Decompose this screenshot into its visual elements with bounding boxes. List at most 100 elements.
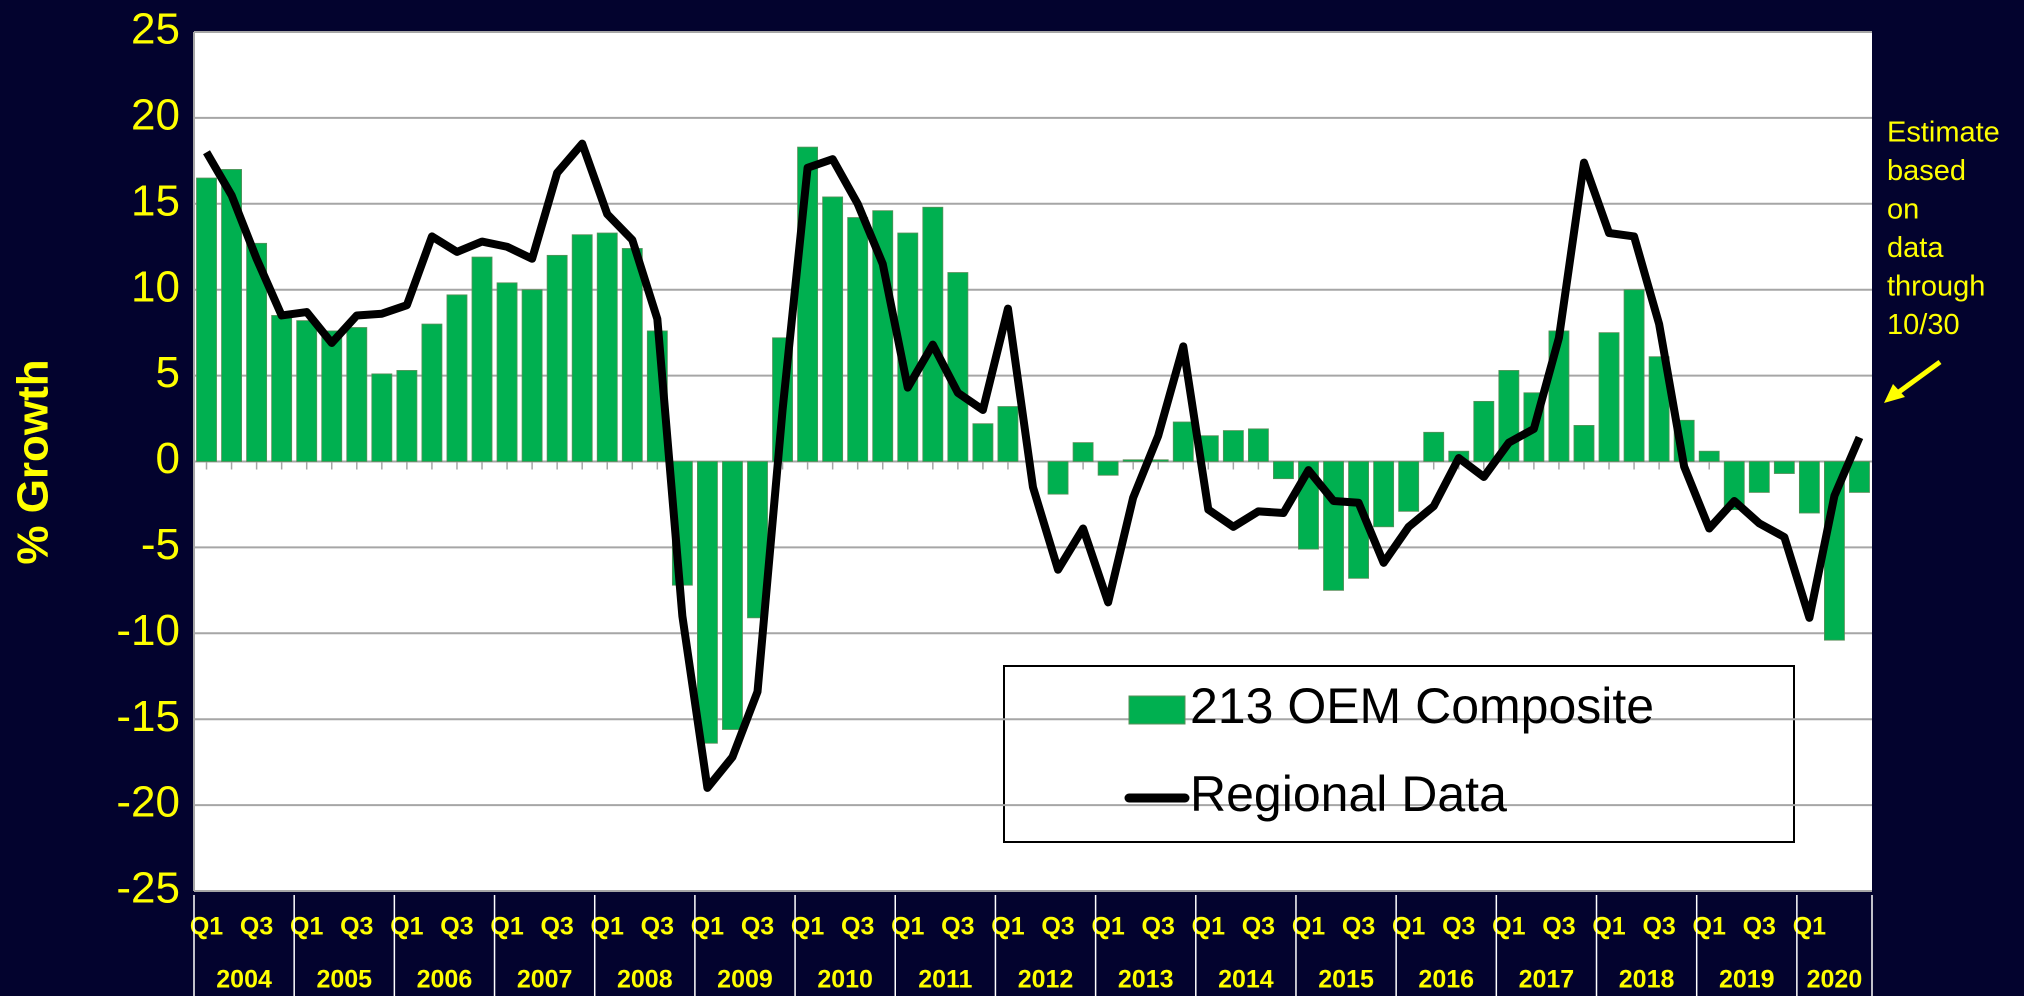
- y-tick-label: 0: [156, 434, 180, 483]
- bar: [722, 461, 743, 730]
- annotation-arrow: [1890, 359, 1942, 400]
- legend-label: Regional Data: [1190, 766, 1507, 822]
- x-tick-label: Q1: [1592, 913, 1625, 941]
- bar: [546, 254, 568, 462]
- y-tick-label: -20: [116, 778, 180, 827]
- year-label: 2019: [1719, 966, 1775, 994]
- y-tick-label: 25: [131, 5, 180, 54]
- x-tick-label: Q1: [1192, 913, 1225, 941]
- bar: [1849, 461, 1870, 493]
- year-label: 2008: [617, 966, 673, 994]
- y-tick-label: 5: [156, 348, 180, 397]
- x-tick-label: Q3: [741, 913, 774, 941]
- year-label: 2014: [1218, 966, 1274, 994]
- year-label: 2005: [316, 966, 372, 994]
- bar: [1273, 461, 1294, 480]
- x-tick-label: Q1: [1292, 913, 1325, 941]
- x-tick-label: Q1: [991, 913, 1024, 941]
- x-tick-label: Q3: [1242, 913, 1275, 941]
- y-tick-label: 15: [131, 176, 180, 225]
- x-tick-label: Q1: [290, 913, 323, 941]
- bar: [1222, 430, 1244, 462]
- bar: [1748, 461, 1770, 493]
- annotation: data: [1887, 232, 1944, 264]
- x-tick-label: Q3: [1642, 913, 1675, 941]
- x-tick-label: Q3: [240, 913, 273, 941]
- y-tick-label: -5: [141, 520, 180, 569]
- y-tick-label: 10: [131, 262, 180, 311]
- year-label: 2011: [918, 966, 972, 994]
- bar: [446, 294, 468, 462]
- y-tick-label: -25: [116, 864, 180, 913]
- bar: [1097, 461, 1119, 476]
- legend-swatch: [1128, 695, 1186, 725]
- bar: [521, 289, 543, 462]
- x-tick-label: Q3: [1342, 913, 1375, 941]
- annotation: through: [1887, 271, 1985, 303]
- x-tick-label: Q3: [540, 913, 573, 941]
- x-tick-label: Q1: [390, 913, 423, 941]
- bar: [1698, 450, 1720, 462]
- bar: [997, 406, 1019, 462]
- y-tick-label: 20: [131, 91, 180, 140]
- x-tick-label: Q1: [1492, 913, 1525, 941]
- bar: [1398, 461, 1420, 512]
- year-label: 2013: [1118, 966, 1174, 994]
- bar: [1773, 461, 1795, 474]
- x-tick-label: Q1: [691, 913, 724, 941]
- y-tick-label: -15: [116, 692, 180, 741]
- year-label: 2010: [817, 966, 873, 994]
- x-tick-label: Q1: [490, 913, 523, 941]
- bar: [471, 256, 493, 462]
- bar: [1122, 459, 1144, 462]
- bar: [1047, 461, 1069, 495]
- annotation: 10/30: [1887, 309, 1960, 341]
- year-label: 2020: [1807, 966, 1863, 994]
- bar: [1623, 289, 1645, 462]
- bar: [421, 323, 443, 462]
- x-tick-label: Q3: [641, 913, 674, 941]
- x-tick-label: Q3: [1743, 913, 1776, 941]
- year-label: 2018: [1619, 966, 1675, 994]
- bar: [371, 373, 393, 462]
- legend-label: 213 OEM Composite: [1190, 678, 1654, 734]
- year-label: 2015: [1318, 966, 1374, 994]
- year-label: 2016: [1418, 966, 1474, 994]
- line: [203, 139, 1864, 792]
- bar: [822, 196, 844, 462]
- x-tick-label: Q3: [1142, 913, 1175, 941]
- x-tick-label: Q1: [190, 913, 223, 941]
- year-label: 2009: [717, 966, 773, 994]
- bar: [1172, 421, 1194, 462]
- bar: [972, 423, 994, 462]
- bar: [697, 461, 718, 744]
- year-label: 2006: [417, 966, 473, 994]
- bar: [296, 320, 318, 462]
- x-tick-label: Q1: [1091, 913, 1124, 941]
- bar: [947, 272, 969, 462]
- bar: [1072, 442, 1094, 462]
- x-tick-label: Q3: [841, 913, 874, 941]
- x-tick-label: Q1: [1793, 913, 1826, 941]
- x-tick-label: Q1: [1693, 913, 1726, 941]
- annotation: Estimate: [1887, 117, 2000, 149]
- bar: [1648, 356, 1670, 462]
- x-tick-label: Q3: [1442, 913, 1475, 941]
- year-label: 2012: [1018, 966, 1074, 994]
- bar: [196, 177, 217, 462]
- annotation-arrowhead: [1884, 384, 1905, 403]
- x-tick-label: Q1: [891, 913, 924, 941]
- bar: [1423, 431, 1445, 462]
- bar: [1573, 425, 1595, 462]
- x-tick-label: Q1: [791, 913, 824, 941]
- x-tick-label: Q3: [1542, 913, 1575, 941]
- bar: [321, 330, 343, 462]
- year-label: 2017: [1519, 966, 1575, 994]
- bar: [621, 248, 643, 462]
- bar: [496, 282, 518, 462]
- bar: [346, 327, 368, 462]
- bar: [1473, 400, 1495, 462]
- year-label: 2007: [517, 966, 573, 994]
- annotation: on: [1887, 194, 1919, 226]
